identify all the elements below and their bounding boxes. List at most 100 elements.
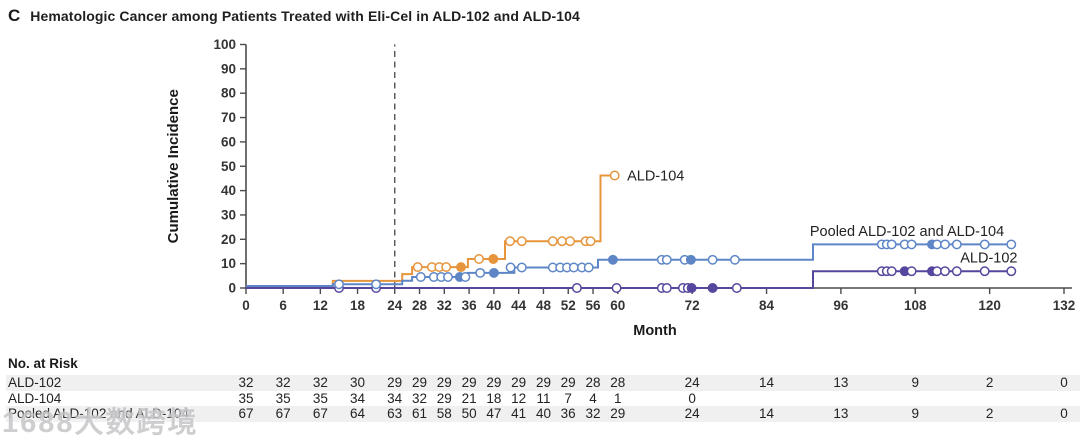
risk-value: 28 [585, 375, 601, 390]
censor-mark [979, 266, 990, 277]
risk-value: 34 [349, 390, 366, 406]
censor-mark [906, 266, 917, 277]
censor-mark [1006, 266, 1017, 277]
censor-mark [516, 262, 527, 273]
risk-row-label: ALD-104 [8, 390, 62, 406]
y-axis-title: Cumulative Incidence [165, 89, 182, 243]
risk-value: 12 [511, 390, 527, 406]
risk-row: Pooled ALD-102 and ALD-104 67 67 67 64 63 61 58… [6, 406, 1080, 422]
risk-value: 29 [610, 406, 626, 421]
svg-text:96: 96 [833, 298, 849, 313]
risk-value: 67 [312, 406, 328, 421]
censor-mark [906, 239, 917, 250]
risk-value: 13 [833, 375, 849, 390]
censor-mark [460, 272, 471, 282]
risk-value: 9 [911, 375, 920, 390]
svg-text:0: 0 [242, 298, 250, 313]
svg-text:108: 108 [904, 298, 927, 313]
risk-value: 18 [486, 390, 502, 406]
censor-mark [1006, 239, 1017, 250]
censor-mark [729, 254, 740, 265]
censor-mark [932, 266, 942, 277]
svg-text:72: 72 [685, 298, 700, 313]
risk-value: 32 [238, 375, 254, 390]
risk-row: ALD-102 32 32 32 30 29 29 29 29 29 29 29 29 28 28 24 14 1… [6, 375, 1080, 391]
svg-text:132: 132 [1053, 298, 1076, 313]
risk-value: 14 [758, 406, 775, 421]
censor-mark [474, 254, 484, 264]
watermark: 1688大数跨境 [2, 407, 199, 439]
censor-mark [951, 239, 962, 250]
censor-mark [707, 254, 718, 265]
svg-text:20: 20 [221, 232, 236, 247]
risk-value: 29 [436, 375, 452, 390]
risk-row-label: Pooled ALD-102 and ALD-104 [8, 406, 189, 421]
svg-text:52: 52 [561, 298, 576, 313]
risk-value: 29 [535, 375, 552, 390]
censor-mark [685, 254, 696, 265]
cumulative-incidence-chart: 0 10 20 30 40 50 60 70 80 90 100 0 6 12 18 24 28 32 36 40 44… [165, 37, 1076, 339]
svg-text:50: 50 [221, 159, 236, 174]
censor-mark [565, 236, 576, 247]
risk-value: 2 [985, 375, 994, 390]
risk-value: 9 [911, 406, 920, 421]
censor-mark [979, 239, 990, 250]
censor-mark [568, 262, 579, 273]
risk-value: 7 [564, 390, 572, 406]
svg-text:70: 70 [221, 110, 236, 125]
censor-mark [505, 262, 516, 273]
risk-value: 24 [684, 406, 700, 421]
censor-mark [951, 266, 962, 277]
risk-value: 41 [511, 406, 527, 421]
censor-mark [488, 267, 499, 278]
censor-mark [707, 283, 718, 293]
svg-text:12: 12 [313, 298, 328, 313]
risk-value: 50 [461, 406, 477, 421]
censor-mark [609, 170, 620, 181]
risk-value: 4 [589, 390, 597, 406]
risk-value: 63 [387, 406, 403, 421]
risk-table: No. at Risk ALD-102 32 32 32 30 29 29 29 29 29 29 2… [0, 354, 1080, 442]
censor-mark [488, 254, 499, 264]
svg-text:44: 44 [511, 298, 527, 313]
risk-value: 29 [560, 375, 576, 390]
risk-value: 21 [461, 390, 477, 406]
svg-text:0: 0 [228, 281, 236, 296]
svg-text:84: 84 [759, 298, 775, 313]
risk-row-label: ALD-102 [8, 375, 62, 390]
svg-text:24: 24 [387, 298, 403, 313]
risk-value: 29 [387, 375, 403, 390]
censor-mark [940, 266, 950, 277]
series-label: ALD-104 [627, 169, 684, 185]
series-Pooled-ALD-102-and-ALD-104: Pooled ALD-102 and ALD-104 [246, 224, 1017, 290]
risk-value: 14 [758, 375, 775, 390]
censor-mark [516, 236, 527, 247]
svg-text:90: 90 [221, 61, 236, 76]
risk-value: 29 [461, 375, 477, 390]
censor-mark [571, 283, 582, 293]
risk-table-header: No. at Risk [8, 356, 78, 371]
svg-text:18: 18 [350, 298, 366, 313]
censor-mark [583, 262, 594, 273]
svg-text:80: 80 [221, 86, 236, 101]
risk-value: 61 [411, 406, 428, 421]
censor-mark [731, 283, 742, 293]
censor-mark [443, 272, 453, 282]
censor-mark [940, 239, 950, 250]
censor-mark [415, 272, 426, 282]
censor-mark [661, 254, 672, 265]
svg-text:36: 36 [462, 298, 478, 313]
risk-value: 0 [688, 390, 696, 406]
censor-mark [456, 262, 466, 273]
risk-value: 11 [536, 390, 551, 406]
svg-text:40: 40 [486, 298, 501, 313]
risk-value: 40 [535, 406, 552, 421]
risk-value: 29 [486, 375, 502, 390]
risk-value: 35 [312, 390, 328, 406]
risk-value: 13 [833, 406, 849, 421]
censor-mark [557, 236, 567, 247]
censor-mark [475, 267, 486, 278]
risk-value: 32 [585, 406, 601, 421]
svg-text:40: 40 [221, 183, 236, 198]
